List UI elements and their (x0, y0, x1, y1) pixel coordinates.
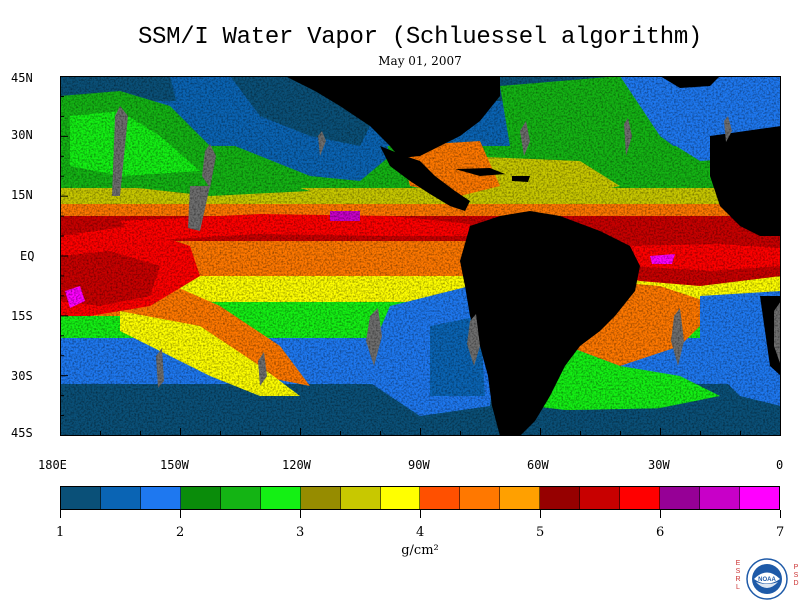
logo-right-letters: P S D (793, 564, 799, 587)
lat-label-45n: 45N (11, 71, 33, 85)
colorbar-swatch (380, 487, 421, 509)
lat-label-45s: 45S (11, 426, 33, 440)
colorbar-tick-mark (299, 510, 301, 518)
lon-label-180e: 180E (38, 458, 67, 472)
colorbar-tick-mark (59, 510, 61, 518)
colorbar-swatch (100, 487, 141, 509)
lat-label-30s: 30S (11, 369, 33, 383)
colorbar-tick-label: 7 (776, 525, 785, 540)
lat-label-30n: 30N (11, 128, 33, 142)
lat-label-15n: 15N (11, 188, 33, 202)
colorbar-swatch (540, 487, 581, 509)
lon-label-30w: 30W (648, 458, 670, 472)
colorbar-swatch (660, 487, 700, 509)
map-frame (60, 76, 781, 436)
colorbar-swatch (580, 487, 621, 509)
colorbar-swatch (620, 487, 661, 509)
colorbar-swatch (460, 487, 501, 509)
water-vapor-map (60, 76, 781, 436)
colorbar-swatch (500, 487, 541, 509)
colorbar-tick-mark (419, 510, 421, 518)
colorbar-swatch (300, 487, 341, 509)
lon-label-90w: 90W (408, 458, 430, 472)
colorbar-tick-mark (779, 510, 781, 518)
colorbar-swatch (739, 487, 779, 509)
chart-date: May 01, 2007 (378, 54, 462, 68)
colorbar-tick-mark (539, 510, 541, 518)
colorbar-swatch (420, 487, 461, 509)
colorbar-swatch (180, 487, 221, 509)
esrl-psd-noaa-logo: E S R L NOAA P S D (734, 558, 800, 600)
lon-label-120w: 120W (282, 458, 311, 472)
colorbar-tick-mark (659, 510, 661, 518)
noise-texture (60, 76, 781, 436)
lat-label-15s: 15S (11, 309, 33, 323)
colorbar-units: g/cm² (401, 543, 439, 558)
colorbar-swatch (340, 487, 381, 509)
colorbar-tick-label: 6 (656, 525, 665, 540)
logo-left-letters: E S R L (735, 560, 741, 591)
colorbar-tick-label: 3 (296, 525, 305, 540)
colorbar-swatch (61, 487, 101, 509)
lon-label-0: 0 (776, 458, 784, 472)
colorbar (60, 486, 780, 510)
chart-title: SSM/I Water Vapor (Schluessel algorithm) (137, 24, 703, 51)
colorbar-swatch (700, 487, 740, 509)
map-svg (60, 76, 781, 436)
lon-label-150w: 150W (160, 458, 189, 472)
lon-label-60w: 60W (527, 458, 549, 472)
colorbar-tick-label: 5 (536, 525, 545, 540)
noaa-seal-icon: NOAA (746, 558, 788, 600)
colorbar-tick-label: 4 (416, 525, 425, 540)
svg-text:NOAA: NOAA (758, 577, 776, 583)
colorbar-tick-mark (179, 510, 181, 518)
colorbar-swatch (140, 487, 181, 509)
colorbar-tick-label: 1 (56, 525, 65, 540)
colorbar-swatch (220, 487, 261, 509)
colorbar-swatch (260, 487, 301, 509)
lat-label-eq: EQ (20, 249, 35, 263)
colorbar-tick-label: 2 (176, 525, 185, 540)
